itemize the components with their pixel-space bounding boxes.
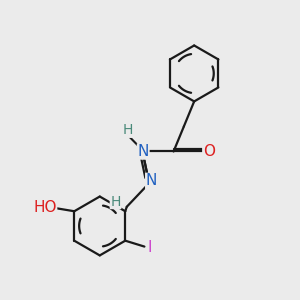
Text: O: O <box>203 144 215 159</box>
Text: H: H <box>123 123 134 137</box>
Text: I: I <box>148 240 152 255</box>
Text: H: H <box>110 194 121 208</box>
Text: HO: HO <box>33 200 57 214</box>
Text: N: N <box>137 144 149 159</box>
Text: N: N <box>146 173 157 188</box>
